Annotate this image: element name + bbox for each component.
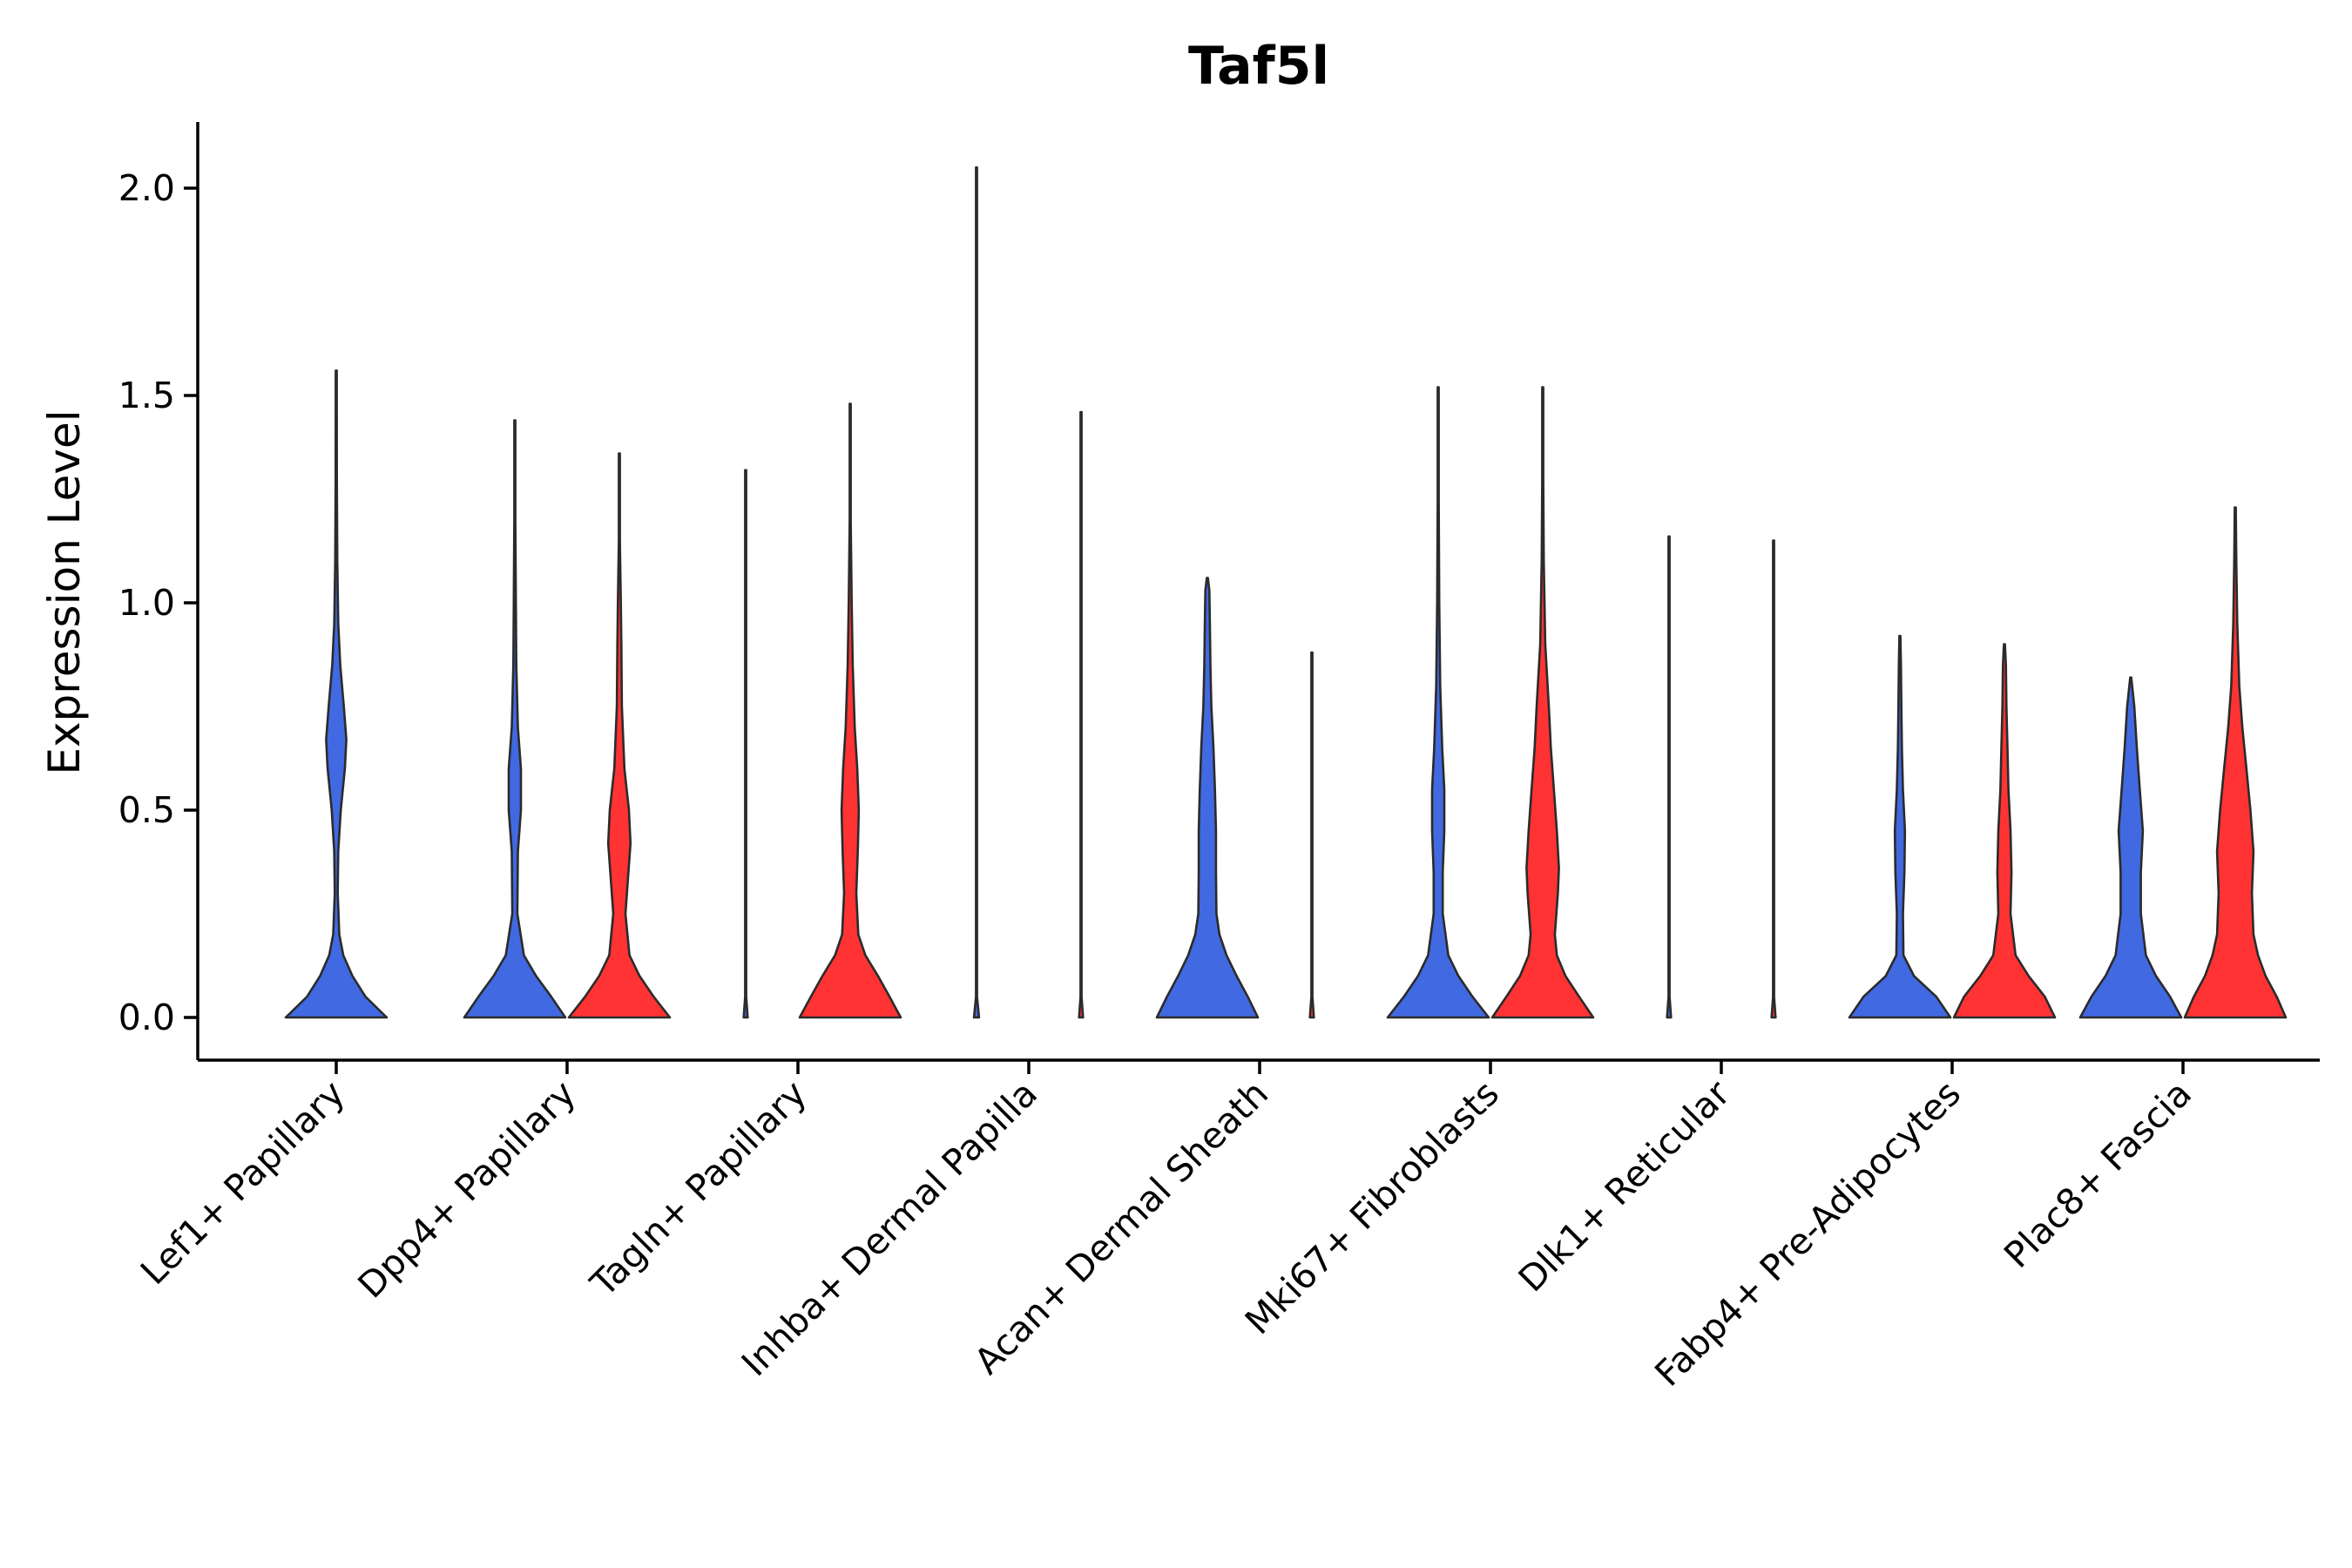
violin-group2-tagln-papillary (798, 402, 902, 1019)
violin-group1-plac8-fascia (2078, 676, 2183, 1019)
violin-group (284, 166, 2288, 1019)
x-tick-label-lef1-papillary: Lef1+ Papillary (132, 1072, 353, 1293)
violin-group1-acan-dermal-sheath (1155, 577, 1260, 1019)
y-tick-label: 0.5 (118, 789, 175, 831)
y-tick-label: 2.0 (118, 167, 175, 209)
violin-group2-acan-dermal-sheath (1308, 651, 1315, 1019)
x-tick-label-plac8-fascia: Plac8+ Fascia (1996, 1072, 2200, 1276)
violin-group2-mki67-fibroblasts (1490, 386, 1595, 1019)
y-tick-label: 1.0 (118, 582, 175, 624)
violin-group1-mki67-fibroblasts (1386, 386, 1490, 1019)
x-tick-label-dlk1-reticular: Dlk1+ Reticular (1511, 1072, 1738, 1300)
y-axis-ticks: 0.0 0.5 1.0 1.5 2.0 (118, 167, 198, 1038)
violin-group2-plac8-fascia (2183, 506, 2288, 1019)
violin-group2-inhba-dermal-papilla (1078, 410, 1085, 1019)
x-tick-label-tagln-papillary: Tagln+ Papillary (582, 1072, 814, 1305)
violin-group2-dlk1-reticular (1770, 539, 1777, 1019)
violin-group1-tagln-papillary (742, 469, 749, 1019)
x-tick-label-dpp4-papillary: Dpp4+ Papillary (350, 1072, 584, 1306)
y-tick-label: 1.5 (118, 375, 175, 416)
violin-group1-inhba-dermal-papilla (972, 166, 981, 1019)
violin-group1-dlk1-reticular (1666, 535, 1673, 1019)
x-tick-label-mki67-fibroblasts: Mki67+ Fibroblasts (1237, 1072, 1507, 1342)
violin-group1-lef1-papillary (284, 369, 389, 1019)
violin-group1-dpp4-papillary (463, 419, 567, 1019)
chart-title: Taf5l (1188, 36, 1329, 97)
y-tick-label: 0.0 (118, 997, 175, 1038)
violin-group2-fabp4-pre-adipocytes (1952, 643, 2057, 1019)
y-axis-label: Expression Level (39, 409, 90, 774)
violin-group1-fabp4-pre-adipocytes (1848, 634, 1952, 1019)
violin-group2-dpp4-papillary (567, 452, 672, 1019)
